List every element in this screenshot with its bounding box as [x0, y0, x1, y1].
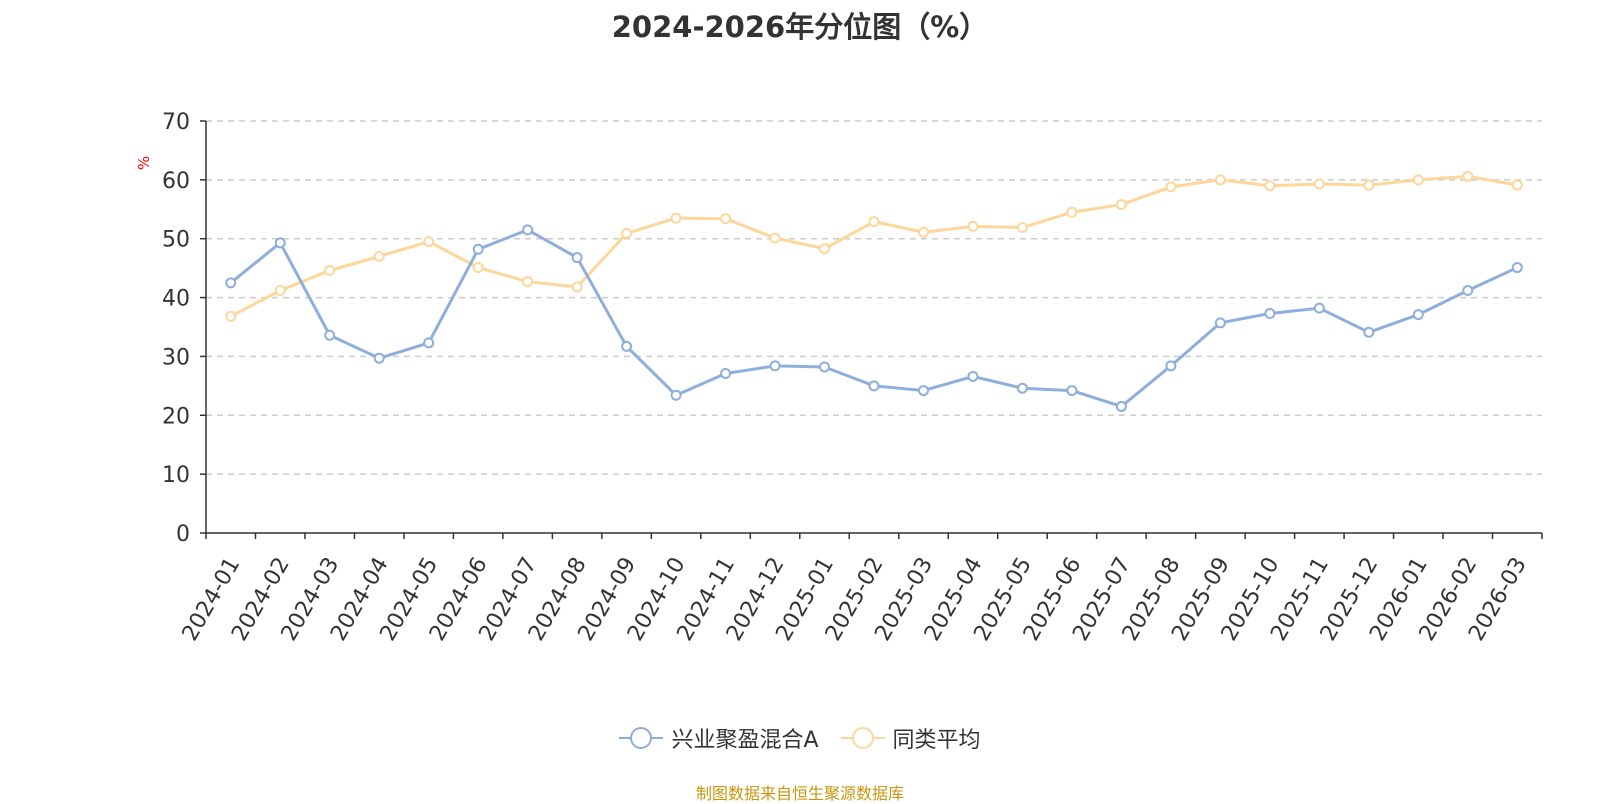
- series-line-1: [231, 230, 1518, 407]
- series-1-point: [1463, 286, 1472, 295]
- series-1-point: [1117, 402, 1126, 411]
- series-2-point: [622, 229, 631, 238]
- series-2-point: [968, 222, 977, 231]
- series-2-point: [1364, 181, 1373, 190]
- y-tick-label: 10: [162, 463, 190, 488]
- series-1-point: [1315, 304, 1324, 313]
- series-2-point: [1166, 182, 1175, 191]
- series-1-point: [672, 391, 681, 400]
- legend-item-series-1[interactable]: 兴业聚盈混合A: [619, 722, 818, 754]
- series-1-point: [1166, 361, 1175, 370]
- series-1-point: [474, 245, 483, 254]
- y-tick-label: 60: [162, 169, 190, 194]
- y-tick-label: 20: [162, 404, 190, 429]
- series-2-point: [919, 228, 928, 237]
- legend-label-series-2: 同类平均: [893, 722, 981, 754]
- series-1-point: [523, 225, 532, 234]
- series-2-point: [1414, 175, 1423, 184]
- series-1-point: [721, 369, 730, 378]
- series-1-point: [1018, 384, 1027, 393]
- series-2-point: [523, 277, 532, 286]
- series-1-point: [325, 331, 334, 340]
- series-2-point: [1018, 223, 1027, 232]
- series-2-point: [424, 237, 433, 246]
- y-tick-label: 40: [162, 287, 190, 312]
- series-1-point: [919, 386, 928, 395]
- series-2-point: [1216, 175, 1225, 184]
- series-1-point: [276, 238, 285, 247]
- series-2-point: [1265, 181, 1274, 190]
- series-1-point: [870, 381, 879, 390]
- series-1-point: [820, 363, 829, 372]
- series-2-point: [1067, 208, 1076, 217]
- series-2-point: [1315, 179, 1324, 188]
- y-tick-label: 0: [176, 522, 190, 547]
- series-1-point: [226, 278, 235, 287]
- series-1-point: [1364, 328, 1373, 337]
- chart-plot: 010203040506070%2024-012024-022024-03202…: [0, 0, 1600, 700]
- series-1-point: [1265, 309, 1274, 318]
- legend-item-series-2[interactable]: 同类平均: [841, 722, 981, 754]
- series-1-point: [1414, 310, 1423, 319]
- y-tick-label: 70: [162, 110, 190, 135]
- series-1-point: [622, 342, 631, 351]
- y-axis-unit-label: %: [135, 156, 153, 170]
- series-1-point: [1216, 318, 1225, 327]
- series-2-point: [325, 266, 334, 275]
- legend-marker-series-1-icon: [619, 726, 663, 750]
- legend-label-series-1: 兴业聚盈混合A: [671, 722, 818, 754]
- series-2-point: [226, 312, 235, 321]
- series-2-point: [573, 282, 582, 291]
- series-1-point: [1067, 386, 1076, 395]
- series-2-point: [1513, 181, 1522, 190]
- series-2-point: [276, 286, 285, 295]
- series-line-2: [231, 176, 1518, 316]
- legend: 兴业聚盈混合A 同类平均: [0, 722, 1600, 754]
- series-2-point: [672, 214, 681, 223]
- series-2-point: [870, 217, 879, 226]
- series-1-point: [375, 354, 384, 363]
- series-2-point: [1117, 200, 1126, 209]
- series-1-point: [573, 253, 582, 262]
- y-tick-label: 30: [162, 345, 190, 370]
- series-2-point: [771, 234, 780, 243]
- series-1-point: [968, 372, 977, 381]
- series-1-point: [1513, 263, 1522, 272]
- series-2-point: [474, 263, 483, 272]
- series-2-point: [1463, 172, 1472, 181]
- series-2-point: [375, 252, 384, 261]
- y-tick-label: 50: [162, 228, 190, 253]
- series-2-point: [721, 214, 730, 223]
- series-2-point: [820, 244, 829, 253]
- series-1-point: [424, 338, 433, 347]
- source-footer: 制图数据来自恒生聚源数据库: [0, 780, 1600, 804]
- series-1-point: [771, 361, 780, 370]
- legend-marker-series-2-icon: [841, 726, 885, 750]
